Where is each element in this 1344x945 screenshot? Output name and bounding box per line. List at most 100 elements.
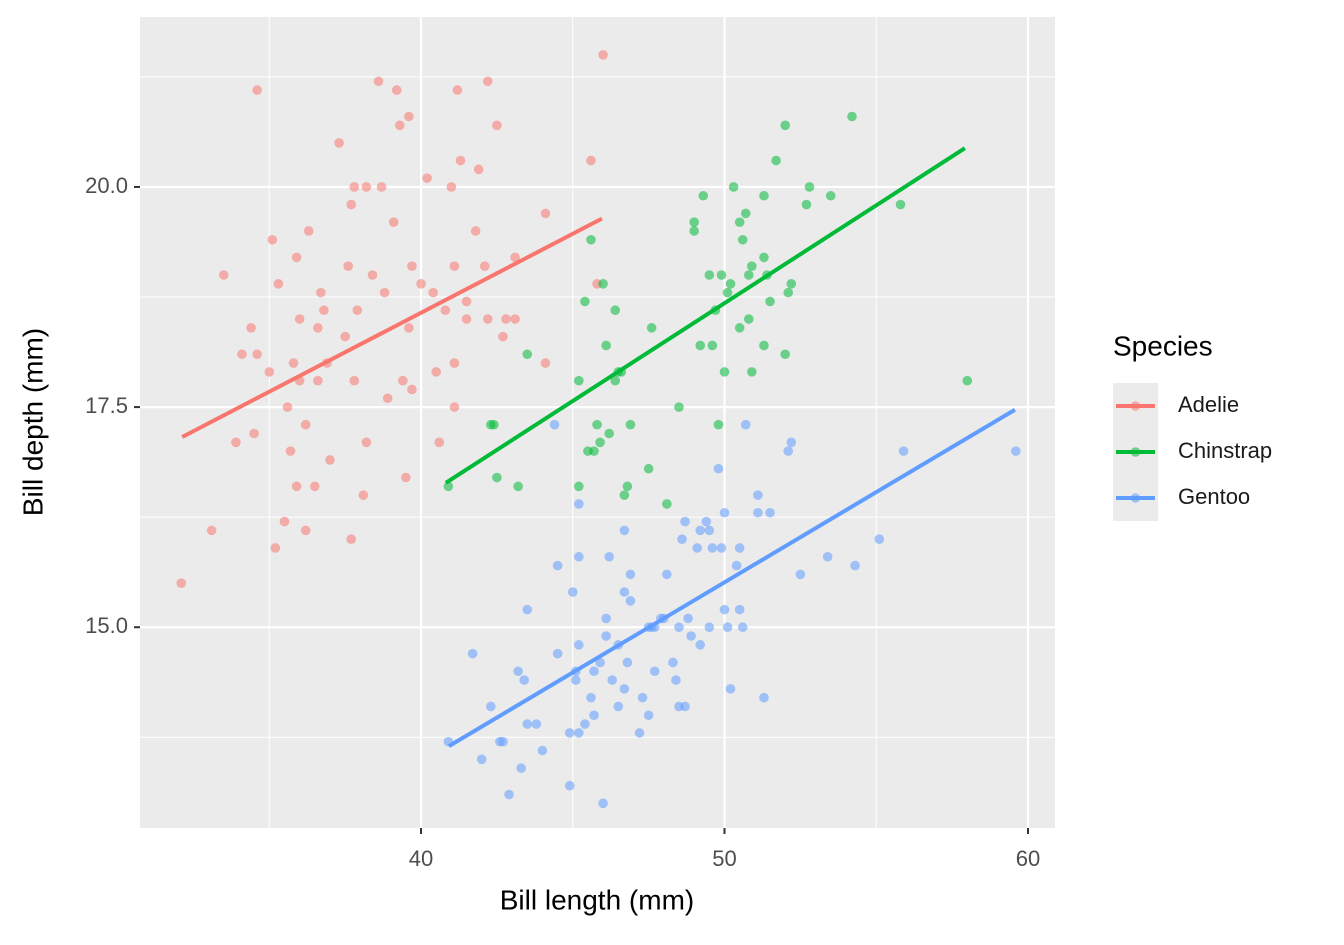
point [325, 455, 335, 465]
grid [140, 17, 1055, 828]
point [637, 692, 648, 703]
point [728, 182, 739, 192]
point [349, 375, 360, 386]
point [498, 331, 508, 342]
point [737, 622, 748, 633]
point [319, 305, 329, 316]
point [358, 490, 369, 500]
point [294, 314, 305, 324]
point [486, 701, 496, 712]
point [376, 182, 387, 192]
point [783, 446, 794, 456]
point [434, 437, 445, 448]
point [574, 481, 584, 492]
point [962, 375, 973, 386]
legend-point [1130, 447, 1141, 457]
point [771, 155, 781, 166]
point [246, 323, 256, 333]
point [589, 666, 599, 677]
point [519, 675, 530, 685]
point [300, 525, 311, 536]
y-axis-title: Bill depth (mm) [17, 328, 48, 516]
point [674, 402, 684, 412]
point [303, 226, 314, 236]
point [482, 76, 493, 87]
point [625, 569, 636, 580]
point [589, 446, 599, 456]
point [552, 648, 563, 659]
point [725, 279, 736, 289]
point [701, 516, 712, 527]
point [619, 684, 630, 694]
point [504, 789, 514, 800]
point [804, 182, 815, 192]
point [580, 296, 590, 307]
point [619, 490, 630, 500]
point [531, 719, 542, 729]
point [586, 692, 596, 703]
point [595, 657, 605, 668]
point [449, 402, 460, 412]
point [722, 287, 733, 298]
point [695, 340, 706, 351]
point [825, 190, 836, 201]
point [522, 349, 533, 360]
point [695, 640, 706, 650]
point [707, 543, 718, 553]
point [716, 543, 727, 553]
point [740, 208, 751, 219]
point [522, 604, 533, 615]
marks [176, 50, 1021, 809]
y-tick-label: 20.0 [85, 173, 128, 198]
point [416, 279, 426, 289]
point [252, 349, 262, 360]
point [407, 261, 417, 271]
point [288, 358, 299, 368]
point [895, 199, 906, 210]
point [898, 446, 909, 456]
point [516, 763, 526, 773]
point [404, 111, 414, 122]
point [646, 323, 657, 333]
point [574, 640, 584, 650]
point [440, 305, 451, 316]
point [574, 728, 584, 738]
point [601, 631, 611, 641]
point [634, 728, 645, 738]
legend: Adelie Chinstrap Gentoo [1113, 383, 1272, 521]
point [713, 419, 724, 430]
point [449, 261, 460, 271]
point [598, 50, 608, 60]
point [595, 437, 605, 448]
point [801, 199, 812, 210]
point [313, 323, 323, 333]
point [398, 375, 408, 386]
point [482, 314, 493, 324]
point [613, 701, 624, 712]
point [747, 261, 757, 271]
point [567, 587, 578, 597]
point [316, 287, 326, 298]
point [716, 270, 727, 280]
point [610, 375, 621, 386]
point [668, 657, 678, 668]
point [662, 499, 672, 509]
point [282, 402, 293, 412]
point [352, 305, 363, 316]
point [285, 446, 296, 456]
point [674, 622, 684, 633]
point [765, 296, 775, 307]
fit-line [181, 216, 603, 439]
point [361, 182, 372, 192]
x-tick-label: 40 [409, 846, 433, 871]
point [607, 675, 618, 685]
point [589, 710, 599, 721]
point [680, 701, 690, 712]
point [513, 481, 523, 492]
point [401, 472, 411, 483]
point [689, 217, 699, 227]
point [313, 375, 323, 386]
point [625, 596, 636, 606]
point [753, 507, 763, 518]
point [498, 736, 508, 747]
